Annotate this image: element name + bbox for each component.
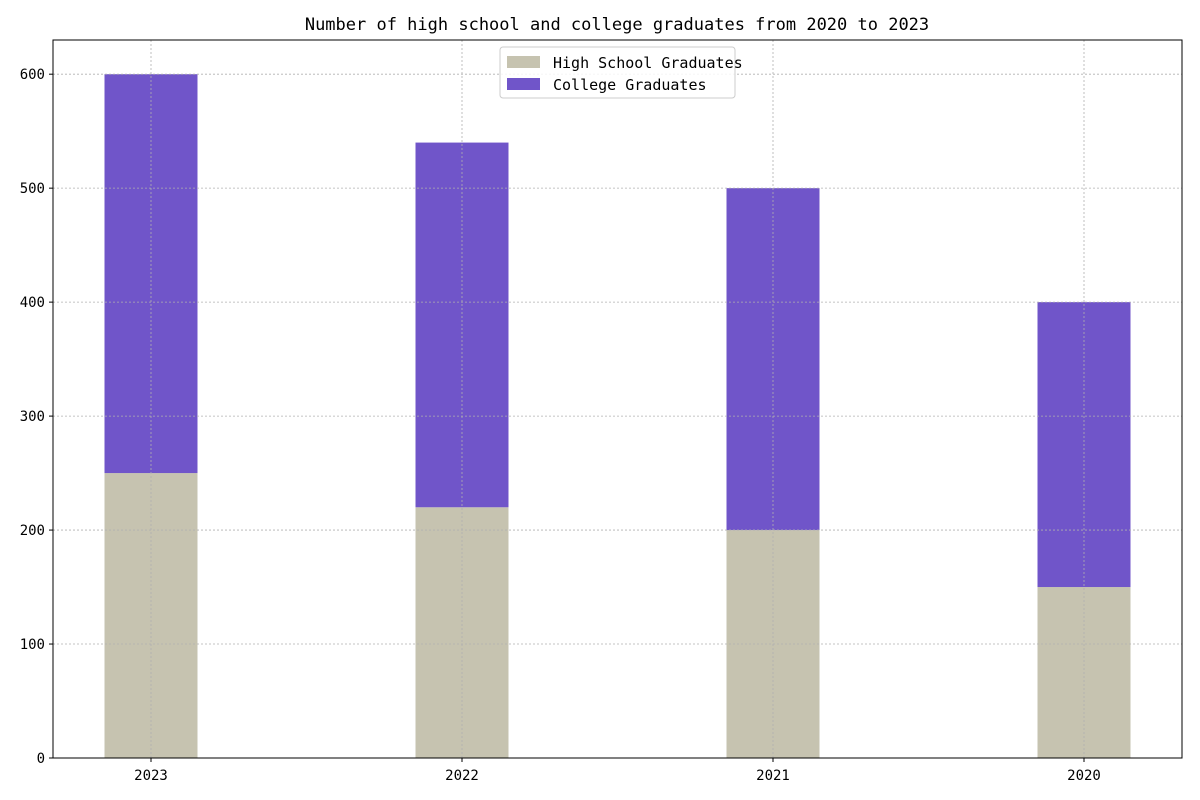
y-tick-label: 300 [20, 409, 45, 425]
y-tick-label: 200 [20, 523, 45, 539]
legend-swatch [507, 78, 540, 90]
y-tick-label: 400 [20, 295, 45, 311]
legend-swatch [507, 56, 540, 68]
ticks: 0 100 200 300 400 500 600 2023 2022 2021 2020 [20, 67, 1101, 784]
legend-label: High School Graduates [553, 54, 743, 72]
legend-box [499, 46, 736, 99]
chart-title: Number of high school and college gradua… [305, 15, 929, 35]
x-tick-label: 2021 [756, 768, 790, 784]
x-tick-label: 2022 [445, 768, 479, 784]
grid [53, 40, 1182, 759]
y-tick-label: 500 [20, 181, 45, 197]
axes-frame [52, 39, 1183, 759]
bar-college-2021 [726, 188, 820, 531]
legend-label: College Graduates [553, 76, 707, 94]
y-tick-label: 600 [20, 67, 45, 83]
y-tick-label: 0 [37, 751, 45, 767]
bar-high-school-2023 [104, 473, 198, 758]
legend[interactable]: High School Graduates College Graduates [499, 46, 743, 99]
x-tick-label: 2020 [1067, 768, 1101, 784]
y-tick-label: 100 [20, 637, 45, 653]
x-tick-label: 2023 [134, 768, 168, 784]
